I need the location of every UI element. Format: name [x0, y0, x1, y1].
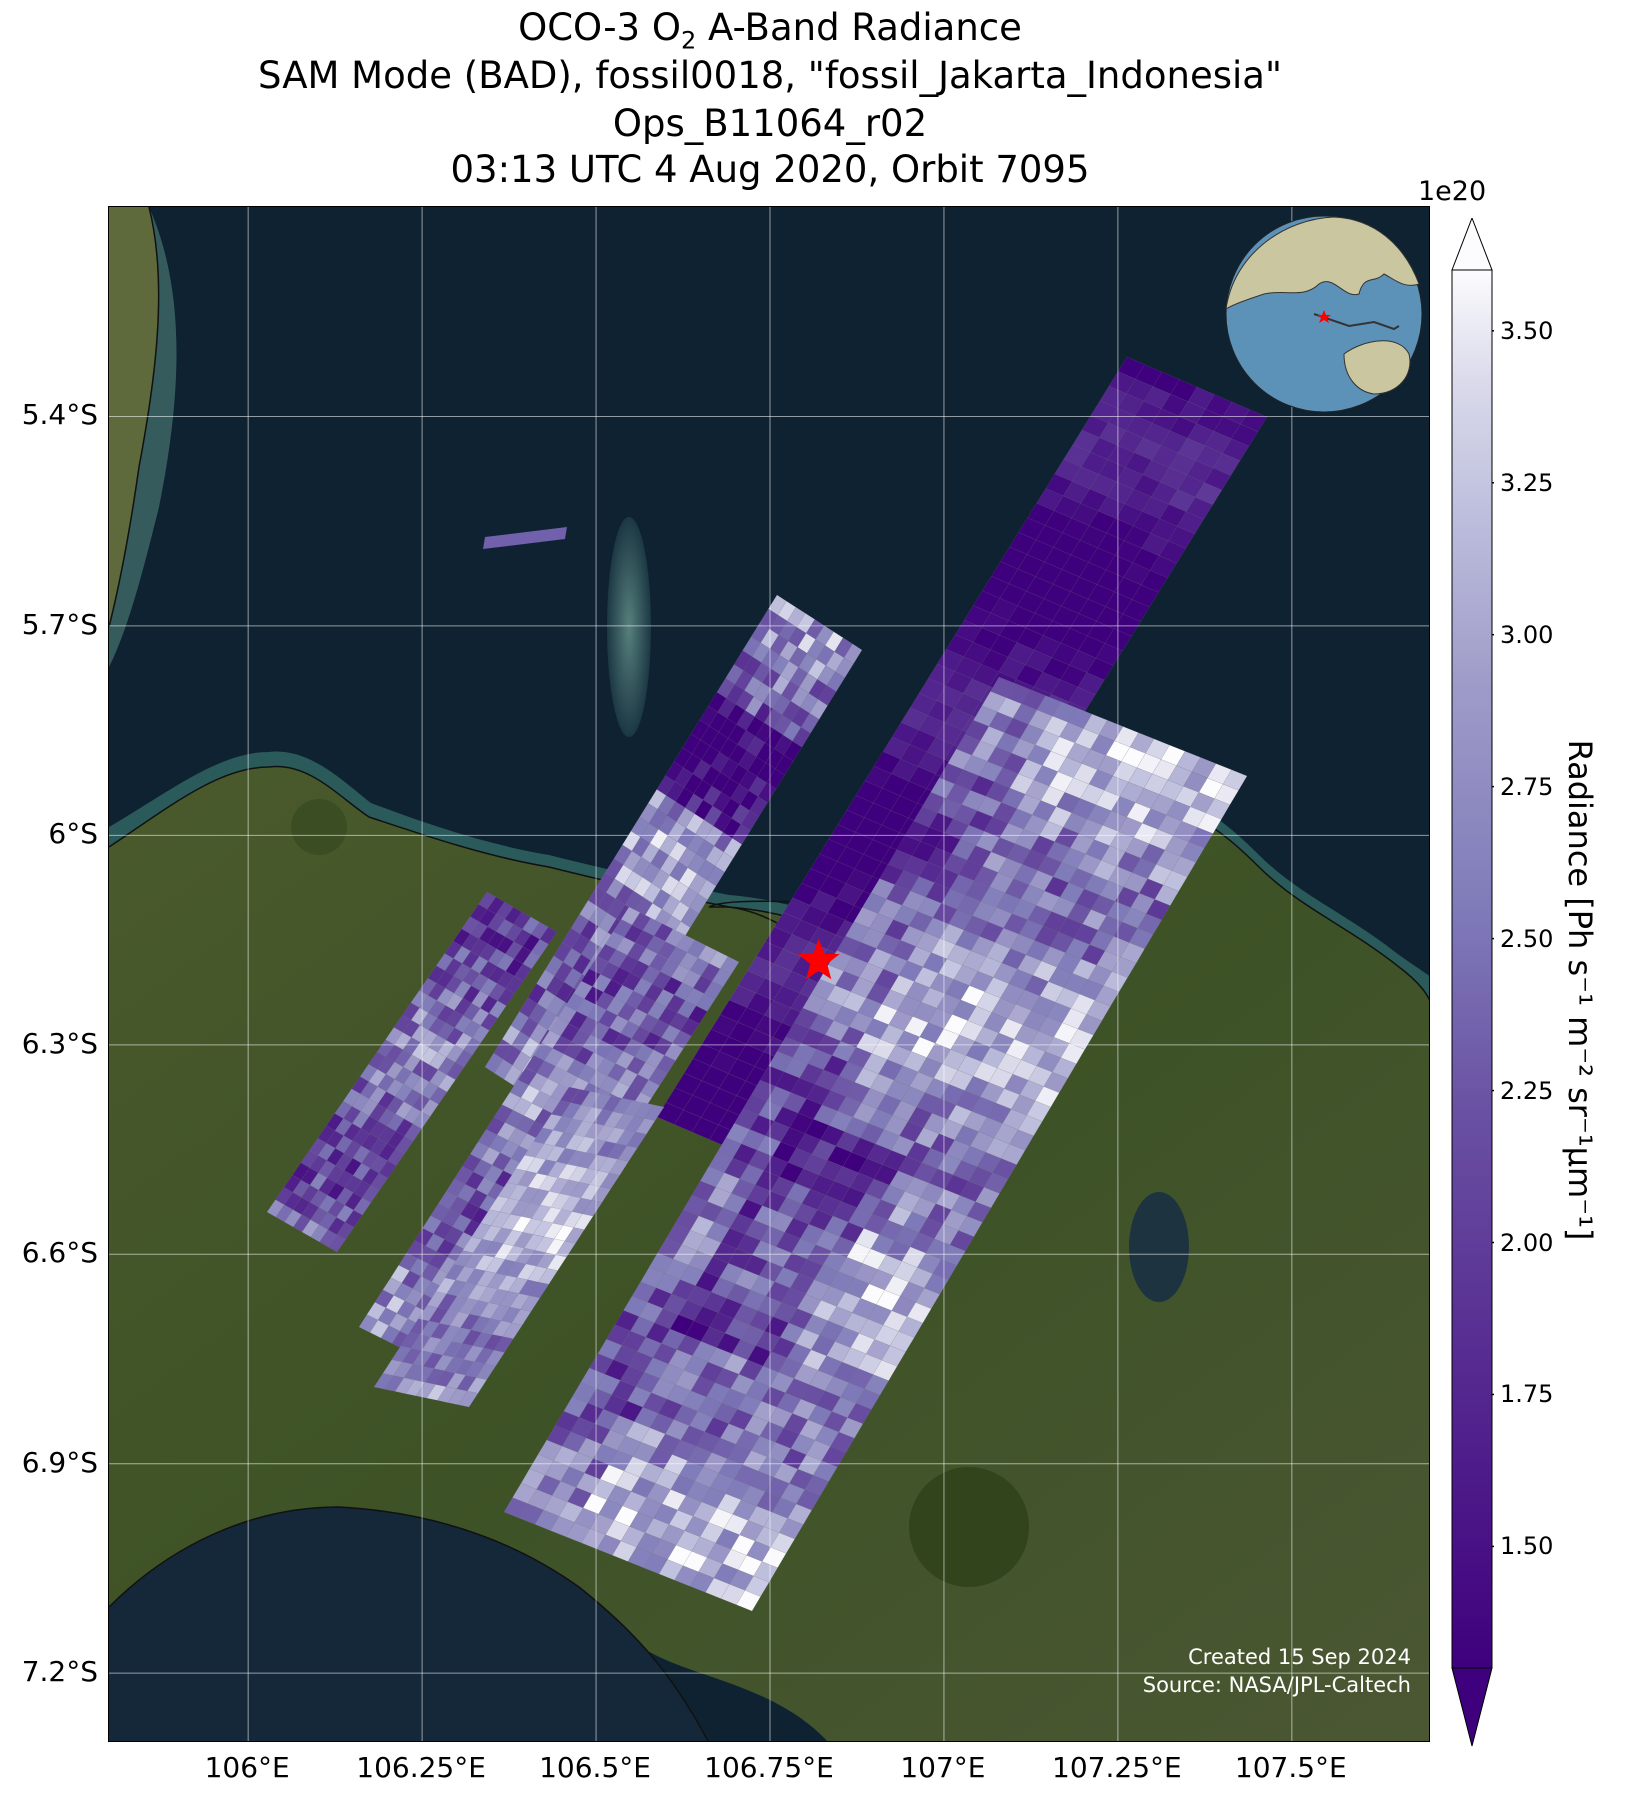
title-subscript: 2: [680, 26, 697, 55]
globe-indonesia: [1313, 313, 1400, 331]
lon-tick-label: 106.75°E: [704, 1751, 834, 1784]
map-panel[interactable]: Created 15 Sep 2024 Source: NASA/JPL-Cal…: [108, 206, 1430, 1742]
thousand-islands: [607, 517, 651, 737]
radiance-footprint: [736, 1590, 761, 1612]
lon-tick-label: 107°E: [900, 1751, 986, 1784]
colorbar-label: Radiance [Ph s⁻¹ m⁻² sr⁻¹μm⁻¹]: [1561, 739, 1599, 1241]
reservoir-jatiluhur: [1129, 1192, 1189, 1302]
colorbar-body: [1451, 269, 1493, 1669]
map-canvas: [109, 207, 1429, 1741]
colorbar-extend-top: [1451, 218, 1493, 271]
southern-bay: [109, 1507, 708, 1741]
lon-tick-label: 107.25°E: [1052, 1751, 1182, 1784]
colorbar-tick-label: 1.75: [1500, 1380, 1554, 1409]
source-credit: Source: NASA/JPL-Caltech: [1142, 1673, 1411, 1697]
radiance-swaths: [266, 356, 1268, 1612]
red-star-icon: [797, 938, 840, 980]
colorbar-extend-bottom: [1451, 1667, 1493, 1747]
title-line-2: SAM Mode (BAD), fossil0018, "fossil_Jaka…: [258, 54, 1282, 97]
colorbar-tick-label: 2.75: [1500, 772, 1554, 801]
globe-inset: [1225, 215, 1423, 413]
title-line-3: Ops_B11064_r02: [612, 102, 928, 145]
lat-tick-label: 5.4°S: [21, 398, 98, 432]
colorbar-tick-label: 2.50: [1500, 924, 1554, 953]
colorbar-tick-label: 1.50: [1500, 1532, 1554, 1561]
title-suffix: A-Band Radiance: [696, 6, 1022, 49]
coastline-south: [109, 1506, 709, 1741]
created-credit: Created 15 Sep 2024: [1188, 1645, 1411, 1669]
land-sumatra: [109, 207, 159, 627]
colorbar: [1451, 218, 1494, 1747]
title-line-1: OCO-3 O2 A-Band Radiance: [0, 6, 1540, 62]
lat-tick-label: 7.2°S: [21, 1655, 98, 1689]
lon-tick-label: 106.5°E: [539, 1751, 651, 1784]
coastline-sumatra: [109, 207, 160, 628]
colorbar-tick-label: 3.50: [1500, 316, 1554, 345]
lat-tick-label: 5.7°S: [21, 607, 98, 641]
colorbar-tick-label: 3.00: [1500, 620, 1554, 649]
colorbar-tick-label: 3.25: [1500, 468, 1554, 497]
title-prefix: OCO-3 O: [518, 6, 681, 49]
colorbar-tick-label: 2.25: [1500, 1076, 1554, 1105]
globe-australia: [1343, 340, 1411, 395]
lon-tick-label: 106°E: [204, 1751, 290, 1784]
globe-star-icon: [1317, 310, 1331, 323]
colorbar-exponent: 1e20: [1418, 176, 1487, 207]
lat-tick-label: 6.3°S: [21, 1026, 98, 1060]
lat-tick-label: 6.6°S: [21, 1236, 98, 1270]
lon-tick-label: 107.5°E: [1234, 1751, 1347, 1784]
title-line-4: 03:13 UTC 4 Aug 2020, Orbit 7095: [450, 148, 1090, 191]
gridlines: [109, 207, 1429, 1741]
radiance-footprint: [458, 1390, 479, 1408]
lat-tick-label: 6°S: [48, 817, 98, 851]
mountain-gede: [909, 1467, 1029, 1587]
radiance-fragment: [483, 527, 567, 549]
colorbar-tick-label: 2.00: [1500, 1228, 1554, 1257]
lon-tick-label: 106.25°E: [356, 1751, 486, 1784]
radiance-footprint: [328, 1234, 346, 1253]
globe-asia: [1225, 216, 1420, 310]
lat-tick-label: 6.9°S: [21, 1445, 98, 1479]
mountain-karang: [291, 799, 347, 855]
